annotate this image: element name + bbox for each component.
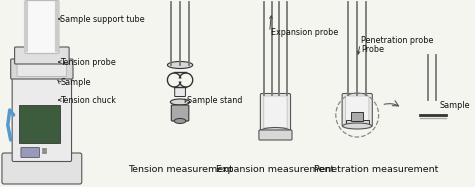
FancyBboxPatch shape	[260, 94, 291, 131]
FancyBboxPatch shape	[15, 47, 69, 64]
Ellipse shape	[171, 99, 190, 105]
Text: Penetration probe: Penetration probe	[361, 36, 434, 45]
Ellipse shape	[261, 128, 290, 134]
Text: Expansion probe: Expansion probe	[271, 27, 338, 36]
FancyBboxPatch shape	[11, 59, 73, 79]
FancyBboxPatch shape	[342, 94, 372, 126]
Bar	[19, 105, 60, 143]
Bar	[345, 120, 369, 124]
Text: Sample: Sample	[60, 77, 91, 87]
FancyBboxPatch shape	[264, 96, 287, 128]
Text: Penetration measurement: Penetration measurement	[314, 165, 439, 174]
Text: Expansion measurement: Expansion measurement	[216, 165, 334, 174]
FancyBboxPatch shape	[2, 153, 82, 184]
FancyBboxPatch shape	[175, 88, 185, 96]
FancyBboxPatch shape	[17, 62, 66, 76]
Text: Sample support tube: Sample support tube	[60, 15, 145, 24]
Text: Sample stand: Sample stand	[187, 96, 242, 105]
Text: Tension measurement: Tension measurement	[128, 165, 232, 174]
Ellipse shape	[342, 123, 372, 129]
Text: Probe: Probe	[361, 45, 384, 53]
Text: Tension chuck: Tension chuck	[60, 96, 116, 105]
Ellipse shape	[167, 62, 193, 68]
FancyBboxPatch shape	[12, 73, 72, 162]
FancyBboxPatch shape	[259, 130, 292, 140]
Text: Tension probe: Tension probe	[60, 57, 116, 67]
FancyBboxPatch shape	[25, 1, 59, 53]
Bar	[352, 112, 363, 121]
FancyBboxPatch shape	[171, 105, 189, 121]
FancyBboxPatch shape	[345, 96, 369, 124]
Text: Sample: Sample	[440, 100, 470, 110]
Ellipse shape	[174, 119, 186, 123]
FancyBboxPatch shape	[21, 148, 39, 157]
